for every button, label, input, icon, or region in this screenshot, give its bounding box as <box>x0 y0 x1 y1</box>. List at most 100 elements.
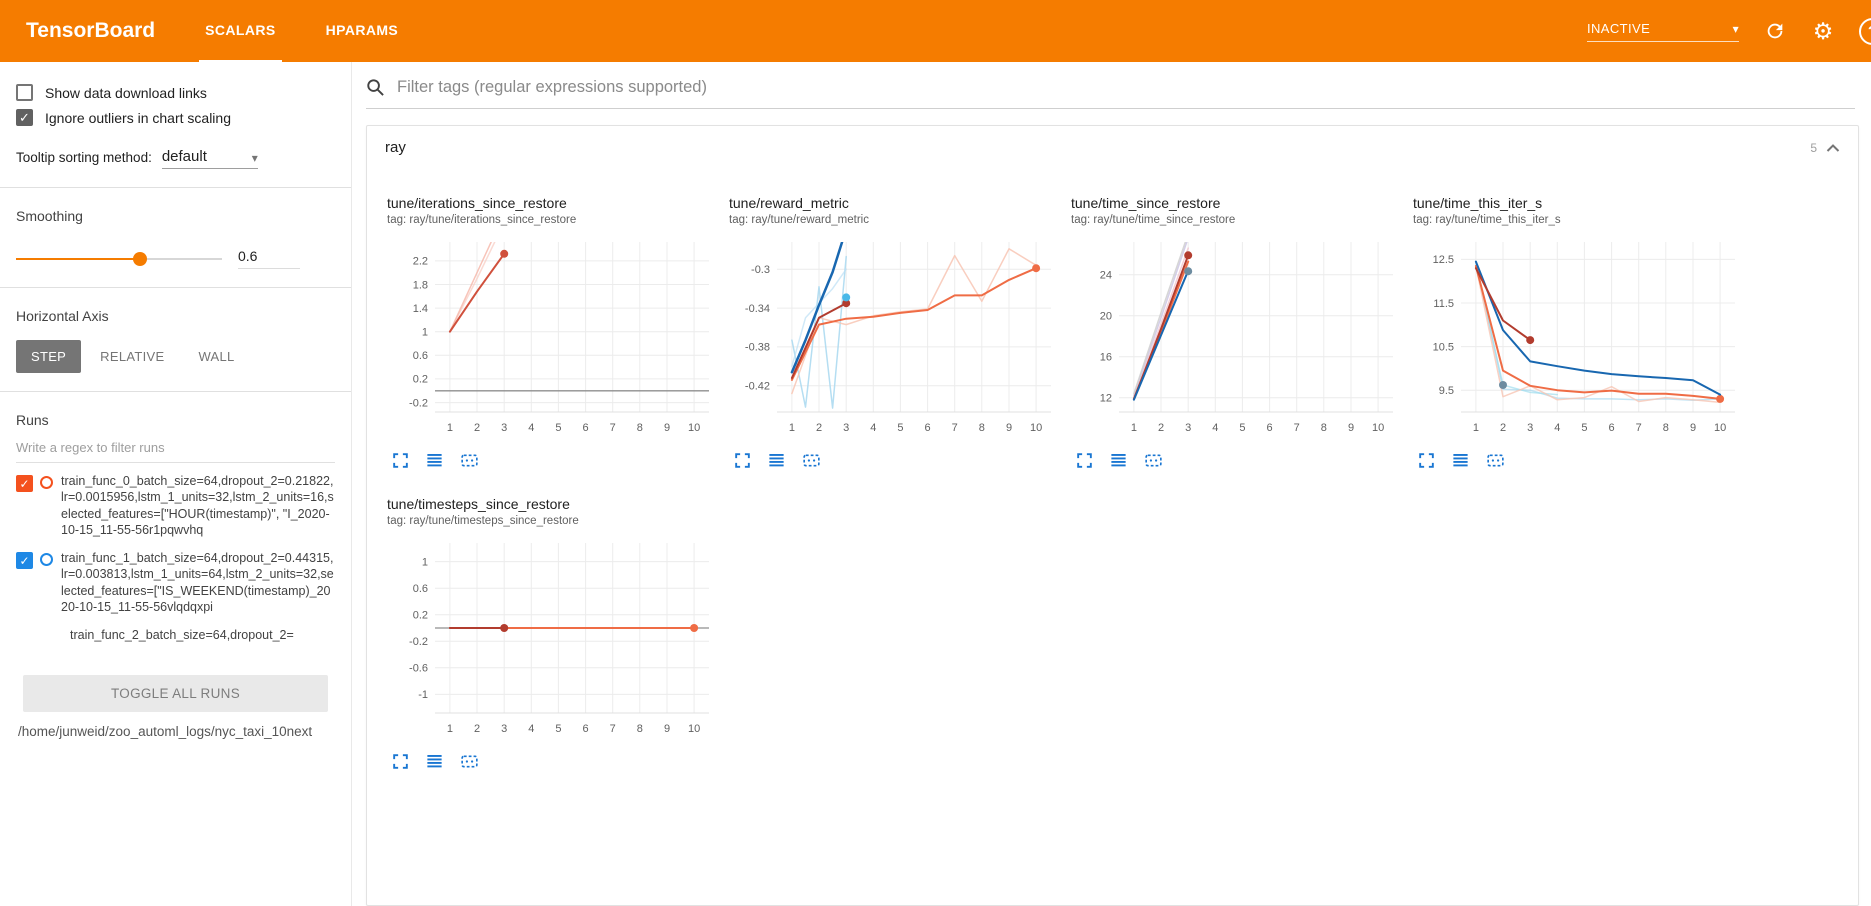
show-download-links-row[interactable]: Show data download links <box>16 84 335 101</box>
refresh-icon[interactable] <box>1763 19 1787 43</box>
run-name[interactable]: train_func_1_batch_size=64,dropout_2=0.4… <box>61 551 334 614</box>
svg-text:12.5: 12.5 <box>1433 254 1454 266</box>
svg-text:3: 3 <box>501 422 507 434</box>
svg-text:10: 10 <box>1372 422 1384 434</box>
svg-text:10: 10 <box>688 422 700 434</box>
chart-toolbar <box>729 451 1061 470</box>
slider-knob[interactable] <box>132 251 147 266</box>
run-isolate-radio[interactable] <box>40 476 53 489</box>
chart-title: tune/timesteps_since_restore <box>387 496 570 512</box>
gear-icon[interactable]: ⚙ <box>1812 17 1834 44</box>
run-checkbox[interactable]: ✓ <box>16 475 33 492</box>
tooltip-sorting-label: Tooltip sorting method: <box>16 150 152 165</box>
smoothing-slider[interactable] <box>16 251 222 266</box>
svg-text:12: 12 <box>1100 393 1112 405</box>
run-item: train_func_2_batch_size=64,dropout_2= <box>16 627 335 643</box>
run-checkbox[interactable]: ✓ <box>16 552 33 569</box>
ignore-outliers-label: Ignore outliers in chart scaling <box>45 109 231 126</box>
ignore-outliers-row[interactable]: ✓ Ignore outliers in chart scaling <box>16 109 335 126</box>
show-download-links-checkbox[interactable] <box>16 84 33 101</box>
axis-option-relative[interactable]: RELATIVE <box>85 340 179 373</box>
axis-option-wall[interactable]: WALL <box>183 340 249 373</box>
svg-text:0.6: 0.6 <box>413 583 428 595</box>
tooltip-sorting-dropdown[interactable]: default ▾ <box>161 148 258 169</box>
tab-hparams[interactable]: HPARAMS <box>325 22 399 38</box>
svg-text:4: 4 <box>1554 422 1560 434</box>
fit-domain-icon[interactable] <box>459 451 480 470</box>
run-selector-icon[interactable] <box>425 752 444 771</box>
horizontal-axis-label: Horizontal Axis <box>16 308 109 324</box>
runs-filter-input[interactable]: Write a regex to filter runs <box>16 440 335 463</box>
svg-text:0.2: 0.2 <box>413 374 428 386</box>
svg-text:0.2: 0.2 <box>413 610 428 622</box>
status-dropdown[interactable]: INACTIVE ▾ <box>1587 21 1739 42</box>
fit-domain-icon[interactable] <box>1143 451 1164 470</box>
sidebar-runs-section: Runs Write a regex to filter runs ✓ train… <box>0 391 351 757</box>
svg-text:4: 4 <box>528 422 534 434</box>
svg-text:8: 8 <box>1321 422 1327 434</box>
svg-text:3: 3 <box>1185 422 1191 434</box>
chart-card: tune/time_since_restore tag: ray/tune/tim… <box>1071 195 1403 470</box>
svg-text:1: 1 <box>1131 422 1137 434</box>
tag-filter-row[interactable]: Filter tags (regular expressions support… <box>366 78 1855 109</box>
svg-text:6: 6 <box>583 422 589 434</box>
sidebar-smoothing-section: Smoothing 0.6 <box>0 187 351 287</box>
svg-text:1.4: 1.4 <box>413 303 428 315</box>
svg-text:1: 1 <box>1473 422 1479 434</box>
chart-grid: tune/iterations_since_restore tag: ray/tu… <box>367 169 1858 805</box>
horizontal-axis-buttons: STEP RELATIVE WALL <box>16 340 335 373</box>
tag-filter-input[interactable]: Filter tags (regular expressions support… <box>397 78 707 96</box>
sidebar: Show data download links ✓ Ignore outlie… <box>0 62 352 906</box>
toggle-all-runs-button[interactable]: TOGGLE ALL RUNS <box>23 675 328 712</box>
sidebar-axis-section: Horizontal Axis STEP RELATIVE WALL <box>0 287 351 391</box>
chevron-down-icon: ▾ <box>1732 21 1739 36</box>
smoothing-slider-row: 0.6 <box>16 248 335 269</box>
chart-card: tune/time_this_iter_s tag: ray/tune/time_… <box>1413 195 1745 470</box>
line-chart[interactable]: 1 2 3 4 5 6 7 8 9 10 -1 -0.6 -0.2 0.2 0.6 1 <box>387 535 719 741</box>
log-directory-path: /home/junweid/zoo_automl_logs/nyc_taxi_1… <box>18 724 313 739</box>
svg-text:6: 6 <box>925 422 931 434</box>
chart-title: tune/iterations_since_restore <box>387 195 567 211</box>
svg-text:9: 9 <box>664 422 670 434</box>
line-chart[interactable]: 1 2 3 4 5 6 7 8 9 10 -0.2 0.2 0.6 1 1.4 1.8 2.2 <box>387 234 719 440</box>
fit-domain-icon[interactable] <box>1485 451 1506 470</box>
svg-text:24: 24 <box>1100 270 1112 282</box>
expand-chart-icon[interactable] <box>733 451 752 470</box>
svg-text:4: 4 <box>1212 422 1218 434</box>
run-selector-icon[interactable] <box>1451 451 1470 470</box>
svg-text:-0.3: -0.3 <box>751 264 770 276</box>
expand-chart-icon[interactable] <box>391 451 410 470</box>
expand-chart-icon[interactable] <box>1075 451 1094 470</box>
svg-text:9: 9 <box>664 723 670 735</box>
axis-option-step[interactable]: STEP <box>16 340 82 373</box>
tab-scalars[interactable]: SCALARS <box>199 0 282 62</box>
expand-chart-icon[interactable] <box>1417 451 1436 470</box>
line-chart[interactable]: 1 2 3 4 5 6 7 8 9 10 9.5 10.5 11.5 12.5 <box>1413 234 1745 440</box>
tag-group-header[interactable]: ray 5 <box>367 126 1858 169</box>
chevron-down-icon: ▾ <box>251 151 258 165</box>
svg-text:5: 5 <box>897 422 903 434</box>
run-selector-icon[interactable] <box>1109 451 1128 470</box>
fit-domain-icon[interactable] <box>459 752 480 771</box>
fit-domain-icon[interactable] <box>801 451 822 470</box>
expand-chart-icon[interactable] <box>391 752 410 771</box>
svg-text:1: 1 <box>422 327 428 339</box>
svg-text:2: 2 <box>474 422 480 434</box>
ignore-outliers-checkbox[interactable]: ✓ <box>16 109 33 126</box>
smoothing-value-field[interactable]: 0.6 <box>238 248 300 269</box>
run-isolate-radio[interactable] <box>40 553 53 566</box>
tag-group-count: 5 <box>1810 140 1817 155</box>
help-icon[interactable]: ? <box>1859 17 1871 45</box>
run-name[interactable]: train_func_0_batch_size=64,dropout_2=0.2… <box>61 474 334 537</box>
tooltip-sorting-value: default <box>161 148 207 165</box>
run-name[interactable]: train_func_2_batch_size=64,dropout_2= <box>70 628 294 642</box>
tooltip-sorting-row: Tooltip sorting method: default ▾ <box>16 148 335 169</box>
svg-text:8: 8 <box>979 422 985 434</box>
line-chart[interactable]: 1 2 3 4 5 6 7 8 9 10 -0.42 -0.38 -0.34 -0.3 <box>729 234 1061 440</box>
run-item: ✓ train_func_1_batch_size=64,dropout_2=0.… <box>16 550 335 615</box>
chevron-up-icon[interactable] <box>1826 143 1840 153</box>
run-selector-icon[interactable] <box>425 451 444 470</box>
chart-title: tune/time_since_restore <box>1071 195 1221 211</box>
run-selector-icon[interactable] <box>767 451 786 470</box>
